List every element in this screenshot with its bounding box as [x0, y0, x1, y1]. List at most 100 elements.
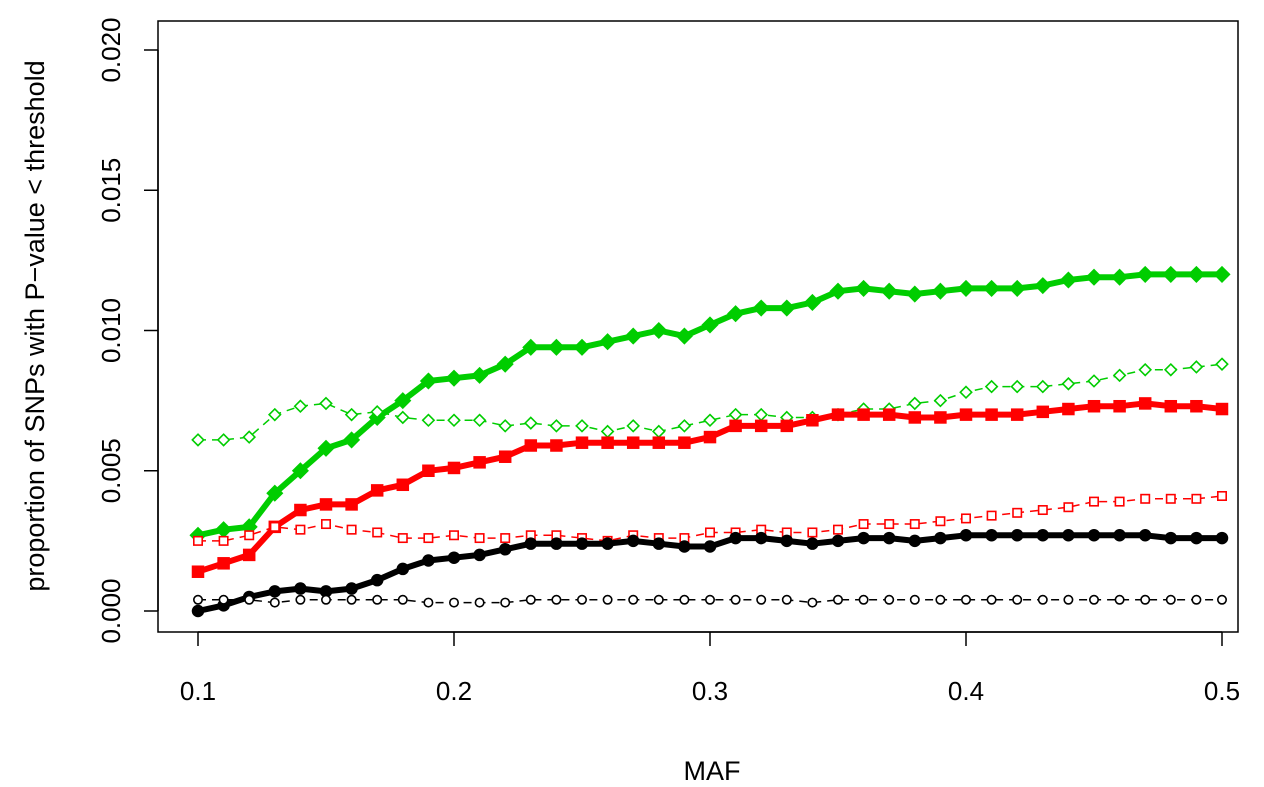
x-tick-label: 0.5	[1204, 676, 1240, 706]
data-point	[679, 594, 690, 605]
data-point	[1187, 265, 1205, 283]
data-point	[218, 594, 229, 605]
data-point	[909, 594, 920, 605]
data-point	[268, 585, 282, 598]
data-point	[419, 372, 437, 390]
data-point	[218, 535, 229, 546]
y-tick-label: 0.020	[96, 17, 126, 82]
data-point	[701, 316, 719, 334]
data-point	[549, 419, 564, 433]
data-point	[550, 439, 563, 452]
data-point	[447, 413, 461, 428]
data-point	[500, 533, 511, 544]
data-point	[829, 282, 847, 300]
data-point	[269, 597, 280, 608]
data-point	[1089, 594, 1100, 605]
data-point	[1061, 376, 1076, 391]
data-point	[447, 461, 461, 475]
data-point	[1140, 493, 1151, 504]
data-point	[806, 537, 819, 550]
data-point	[242, 548, 256, 562]
data-point	[984, 379, 999, 394]
data-point	[729, 531, 742, 545]
data-point	[1062, 529, 1075, 542]
data-point	[522, 338, 540, 356]
data-point	[985, 529, 998, 542]
data-point	[1138, 362, 1153, 377]
series-2	[191, 397, 1229, 578]
data-point	[780, 419, 794, 433]
data-point	[626, 436, 640, 449]
data-point	[1010, 529, 1024, 542]
data-point	[653, 594, 664, 605]
data-point	[1191, 594, 1202, 605]
data-point	[547, 338, 565, 356]
x-tick-label: 0.2	[436, 676, 472, 706]
y-tick-label: 0.000	[96, 578, 126, 643]
data-point	[1113, 529, 1126, 542]
data-point	[242, 430, 257, 444]
data-point	[216, 433, 231, 447]
data-point	[1189, 360, 1204, 374]
data-point	[267, 407, 282, 422]
data-point	[934, 411, 947, 424]
data-point	[524, 439, 538, 452]
data-point	[624, 327, 642, 345]
data-point	[754, 531, 768, 545]
data-point	[191, 604, 205, 618]
data-point	[599, 333, 617, 351]
data-point	[244, 530, 255, 541]
data-point	[959, 408, 973, 421]
y-axis: 0.000 0.005 0.010 0.015 0.020	[96, 17, 159, 644]
data-point	[730, 594, 741, 605]
data-point	[677, 419, 692, 433]
data-point	[1164, 531, 1178, 545]
data-point	[423, 597, 434, 608]
data-point	[857, 408, 870, 421]
data-point	[193, 535, 204, 546]
data-point	[1215, 531, 1229, 545]
data-point	[986, 510, 997, 521]
data-point	[266, 484, 284, 502]
data-point	[781, 594, 792, 605]
data-point	[295, 594, 306, 605]
data-point	[1036, 405, 1050, 419]
data-point	[575, 537, 589, 550]
data-point	[806, 414, 819, 427]
data-point	[295, 524, 306, 535]
data-point	[317, 439, 335, 457]
data-point	[1114, 594, 1125, 605]
data-point	[1217, 594, 1228, 605]
data-point	[575, 436, 589, 449]
data-point	[575, 419, 589, 433]
data-point	[217, 557, 230, 570]
data-point	[498, 543, 512, 556]
data-point	[678, 436, 691, 449]
data-point	[704, 594, 715, 605]
data-point	[832, 594, 843, 605]
data-point	[346, 594, 357, 605]
data-point	[959, 385, 973, 400]
data-point	[727, 305, 745, 323]
data-point	[1008, 279, 1026, 297]
data-point	[343, 431, 361, 449]
data-point	[703, 540, 717, 553]
data-point	[803, 293, 821, 311]
data-point	[474, 597, 485, 608]
data-point	[880, 282, 898, 300]
data-point	[602, 594, 613, 605]
data-point	[447, 551, 461, 564]
data-point	[1012, 507, 1023, 518]
data-point	[1138, 529, 1152, 542]
data-point	[395, 410, 410, 425]
series-line	[198, 363, 1223, 441]
data-point	[320, 594, 331, 605]
data-point	[934, 531, 947, 545]
data-point	[933, 393, 948, 408]
data-point	[319, 396, 333, 411]
data-point	[1165, 594, 1176, 605]
data-point	[551, 594, 562, 605]
data-point	[396, 562, 410, 576]
